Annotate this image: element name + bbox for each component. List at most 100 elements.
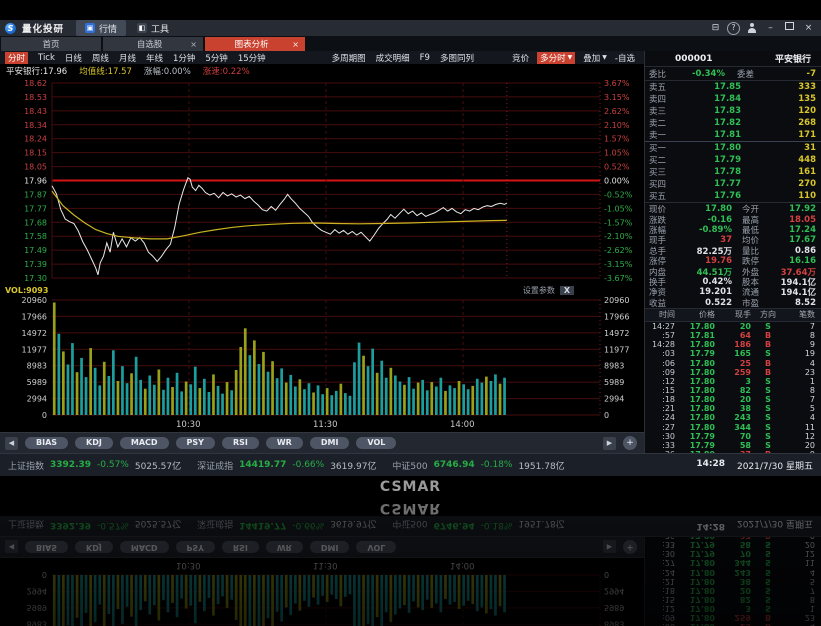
period-button[interactable]: 5分钟 xyxy=(205,52,227,64)
ask-row[interactable]: 卖四17.84135 xyxy=(645,93,821,105)
tape-row[interactable]: :1217.803S1 xyxy=(645,377,821,386)
tab-close-icon[interactable]: × xyxy=(292,40,299,49)
app-window: S 量化投研 ▣ 行情 ◧ 工具 ⊟ ? – × 首页自选股×图表分析× 分时T… xyxy=(0,516,821,626)
stat-label: 收益 xyxy=(645,297,674,309)
index-quote[interactable]: 中证5006746.94-0.18%1951.78亿 xyxy=(392,459,574,472)
ask-row[interactable]: 卖一17.81171 xyxy=(645,129,821,141)
ask-price: 17.84 xyxy=(675,94,741,104)
toolbar-right-button[interactable]: 多分时▼ xyxy=(537,52,575,64)
add-indicator-button[interactable]: + xyxy=(623,436,637,450)
period-button[interactable]: Tick xyxy=(38,53,55,63)
tab[interactable]: 图表分析× xyxy=(205,37,305,51)
tape-row[interactable]: :0917.80259B23 xyxy=(645,368,821,377)
toolbar-right-button[interactable]: -自选 xyxy=(615,52,635,64)
volume-pane-close-button[interactable]: X xyxy=(560,286,574,295)
tape-row[interactable]: :2417.80243S4 xyxy=(645,413,821,422)
indicator-button[interactable]: MACD xyxy=(120,437,169,449)
tape-row[interactable]: 14:2817.80186B9 xyxy=(645,340,821,349)
bid-row[interactable]: 买二17.79448 xyxy=(645,154,821,166)
period-button[interactable]: 月线 xyxy=(119,52,136,64)
toolbar-right-button[interactable]: 竞价 xyxy=(512,52,529,64)
tape-header: 时间价格现手方向笔数 xyxy=(645,308,821,322)
tape-row[interactable]: :2717.80344S11 xyxy=(645,422,821,431)
indicator-button[interactable]: WR xyxy=(266,437,303,449)
svg-text:0: 0 xyxy=(604,411,609,419)
ask-row[interactable]: 卖二17.82268 xyxy=(645,117,821,129)
tab[interactable]: 首页 xyxy=(1,37,101,51)
indicator-pills: BIAS KDJ MACD PSY RSI WR DMI VOL xyxy=(25,437,396,449)
tape-price: 17.80 xyxy=(675,386,715,395)
bid-price: 17.80 xyxy=(675,143,741,153)
tape-row[interactable]: :0617.8025B4 xyxy=(645,358,821,367)
user-icon[interactable] xyxy=(744,22,759,35)
tape-row[interactable]: :1517.8082S8 xyxy=(645,386,821,395)
settings-params-button[interactable]: 设置参数 xyxy=(523,285,555,296)
tape-direction: S xyxy=(751,423,785,432)
period-button[interactable]: 15分钟 xyxy=(238,52,266,64)
tape-row[interactable]: 14:2717.8020S7 xyxy=(645,322,821,331)
tape-row[interactable]: :1817.8020S7 xyxy=(645,395,821,404)
indicator-button[interactable]: DMI xyxy=(310,437,350,449)
bid-row[interactable]: 买三17.78161 xyxy=(645,166,821,178)
time-tick-label: 10:30 xyxy=(176,420,201,430)
minimize-button[interactable]: – xyxy=(763,22,778,35)
ask-row[interactable]: 卖三17.83120 xyxy=(645,105,821,117)
app-logo-icon: S xyxy=(5,23,16,34)
intraday-price-chart[interactable]: 18.623.67%18.533.15%18.432.62%18.342.10%… xyxy=(0,77,644,284)
main-area: 分时Tick日线周线月线年线1分钟5分钟15分钟 多周期图成交明细F9多图同列 … xyxy=(0,51,821,453)
period-button[interactable]: 分时 xyxy=(5,52,28,64)
help-icon[interactable]: ? xyxy=(727,22,740,35)
svg-text:17966: 17966 xyxy=(22,312,47,321)
tape-volume: 70 xyxy=(715,432,751,441)
tab-close-icon[interactable]: × xyxy=(190,40,197,49)
volume-chart[interactable]: 2096020960179661796614972149721197711977… xyxy=(0,296,644,419)
tape-count: 5 xyxy=(785,404,821,413)
svg-text:-0.52%: -0.52% xyxy=(604,190,633,199)
period-button[interactable]: 1分钟 xyxy=(173,52,195,64)
bid-row[interactable]: 买四17.77270 xyxy=(645,178,821,190)
index-quote[interactable]: 深证成指14419.77-0.66%3619.97亿 xyxy=(197,459,386,472)
tape-direction: B xyxy=(751,359,785,368)
menu-quotes[interactable]: ▣ 行情 xyxy=(76,20,126,36)
view-button[interactable]: 多图同列 xyxy=(440,52,474,64)
tape-row[interactable]: :3317.7958S20 xyxy=(645,441,821,450)
tape-row[interactable]: :2117.8038S5 xyxy=(645,404,821,413)
tape-row[interactable]: :5717.8164B8 xyxy=(645,331,821,340)
tape-row[interactable]: :3617.8037B9 xyxy=(645,450,821,453)
period-button[interactable]: 日线 xyxy=(65,52,82,64)
tape-time: :24 xyxy=(645,413,675,422)
close-button[interactable]: × xyxy=(801,22,816,35)
indicator-button[interactable]: BIAS xyxy=(25,437,68,449)
time-tick-label: 11:30 xyxy=(313,420,338,430)
view-button[interactable]: 成交明细 xyxy=(376,52,410,64)
scroll-right-icon[interactable]: ▶ xyxy=(603,437,616,450)
scroll-left-icon[interactable]: ◀ xyxy=(5,437,18,450)
order-book: 卖五17.85333卖四17.84135卖三17.83120卖二17.82268… xyxy=(645,81,821,202)
view-button[interactable]: F9 xyxy=(420,53,430,63)
indicator-button[interactable]: KDJ xyxy=(75,437,113,449)
svg-text:20960: 20960 xyxy=(22,296,47,305)
view-button[interactable]: 多周期图 xyxy=(332,52,366,64)
bid-price: 17.79 xyxy=(675,155,741,165)
indicator-button[interactable]: VOL xyxy=(356,437,396,449)
ask-price: 17.85 xyxy=(675,82,741,92)
tray-icon[interactable]: ⊟ xyxy=(708,22,723,35)
tape-count: 20 xyxy=(785,441,821,450)
tape-direction: S xyxy=(751,386,785,395)
tab[interactable]: 自选股× xyxy=(103,37,203,51)
tape-direction: S xyxy=(751,349,785,358)
tools-icon: ◧ xyxy=(137,23,147,33)
restore-button[interactable] xyxy=(782,22,797,35)
ask-row[interactable]: 卖五17.85333 xyxy=(645,81,821,93)
period-button[interactable]: 年线 xyxy=(146,52,163,64)
index-quote[interactable]: 上证指数3392.39-0.57%5025.57亿 xyxy=(8,459,191,472)
tape-row[interactable]: :0317.79165S19 xyxy=(645,349,821,358)
toolbar-right-button[interactable]: 叠加▼ xyxy=(583,52,607,64)
indicator-button[interactable]: PSY xyxy=(176,437,215,449)
bid-row[interactable]: 买五17.76110 xyxy=(645,190,821,202)
bid-row[interactable]: 买一17.8031 xyxy=(645,141,821,154)
indicator-button[interactable]: RSI xyxy=(222,437,259,449)
tape-row[interactable]: :3017.7970S12 xyxy=(645,432,821,441)
menu-tools[interactable]: ◧ 工具 xyxy=(128,20,178,36)
period-button[interactable]: 周线 xyxy=(92,52,109,64)
